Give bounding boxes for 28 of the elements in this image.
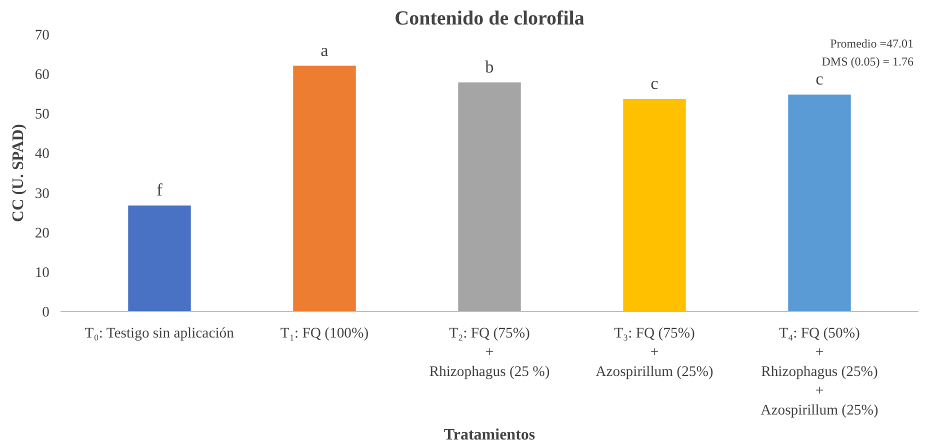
bar: [458, 82, 521, 312]
y-tick-label: 40: [34, 146, 50, 162]
annotation: c: [816, 70, 824, 89]
x-axis-title: Tratamientos: [444, 426, 536, 444]
y-tick-label: 50: [34, 106, 50, 123]
y-axis-title: CC (U. SPAD): [10, 124, 27, 222]
y-tick-label: 10: [34, 264, 50, 281]
y-tick-label: 60: [34, 67, 50, 84]
x-tick-label: T₄: FQ (50%) + Rhizophagus (25%) + Azospirillum (25%): [760, 326, 878, 418]
bar: [623, 99, 686, 312]
y-tick-label: 20: [34, 225, 50, 242]
x-tick-label: T₂: FQ (75%) + Rhizophagus (25 %): [429, 326, 550, 380]
bar: [293, 66, 356, 312]
x-tick-label: T₃: FQ (75%) + Azospirillum (25%): [596, 326, 714, 380]
y-tick-label: 0: [42, 304, 50, 320]
annotation: c: [650, 74, 659, 93]
bar: [788, 94, 851, 312]
annotation: f: [156, 180, 163, 200]
annotation: a: [320, 40, 329, 60]
annotation: Promedio =47.01: [830, 36, 914, 50]
bar: [128, 205, 191, 312]
annotation: DMS (0.05) = 1.76: [822, 54, 914, 68]
x-tick-label: T₀: Testigo sin aplicación: [84, 326, 235, 342]
x-tick-label: T₁: FQ (100%): [280, 326, 369, 342]
y-tick-label: 30: [34, 186, 50, 202]
y-tick-label: 70: [34, 28, 50, 44]
annotation: b: [485, 57, 494, 76]
chart-title: Contenido de clorofila: [394, 8, 584, 30]
